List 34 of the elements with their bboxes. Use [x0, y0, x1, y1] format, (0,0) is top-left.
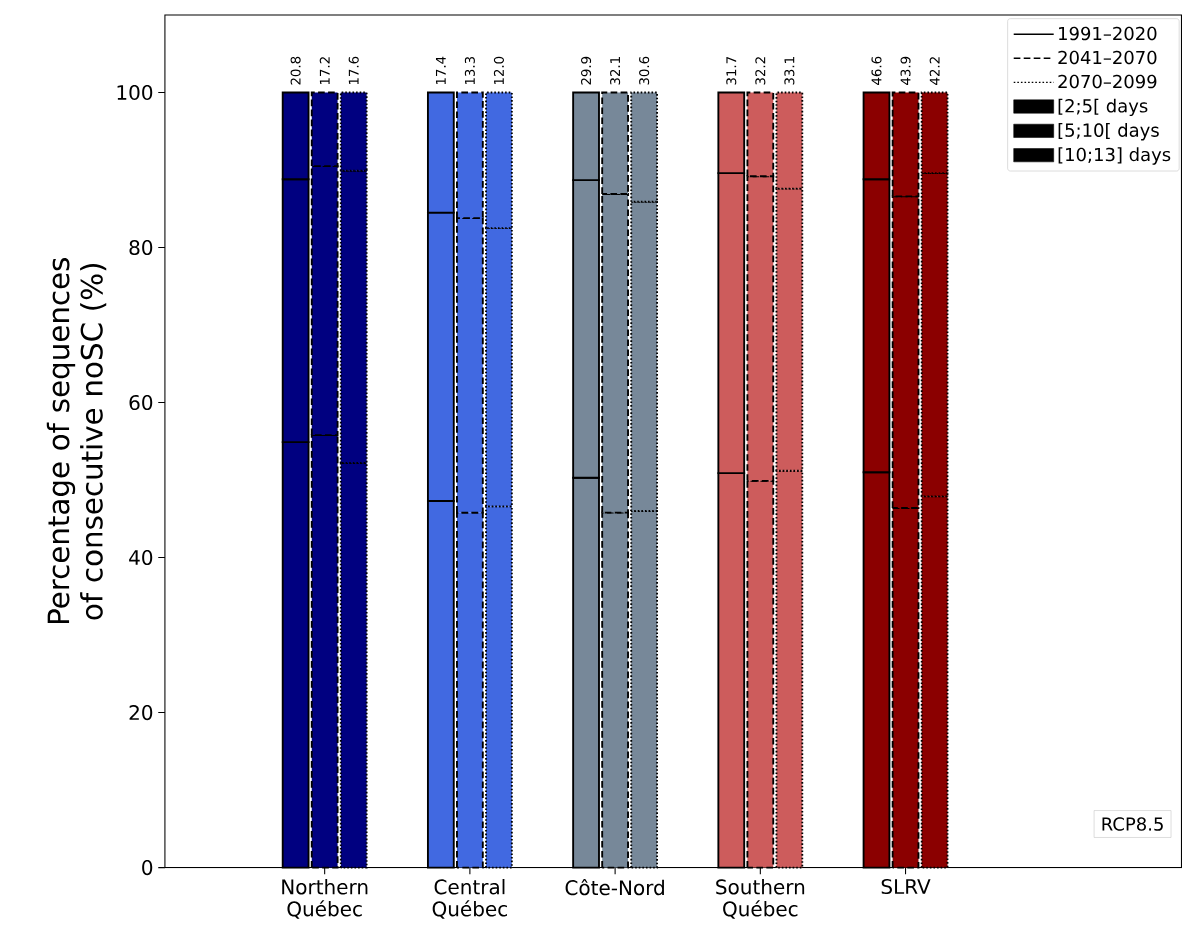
x-tick-label: Northern Québec — [282, 879, 368, 919]
annotation: 33.1 — [784, 57, 795, 85]
annotation: [2;5[ days — [1058, 98, 1148, 117]
annotation: 29.9 — [581, 57, 592, 85]
annotation: 46.6 — [871, 56, 882, 86]
y-tick-label: 80 — [129, 240, 153, 256]
x-tick-label: Côte-Nord — [565, 879, 664, 896]
y-tick-label: 100 — [117, 85, 153, 101]
annotation: 32.1 — [610, 57, 621, 85]
annotation: 17.2 — [319, 57, 330, 85]
annotation: 20.8 — [290, 57, 301, 85]
annotation: 13.3 — [464, 57, 475, 85]
y-tick-label: 20 — [129, 705, 153, 721]
annotation: [5;10[ days — [1058, 123, 1159, 141]
x-tick-label: SLRV — [881, 879, 931, 895]
legend-label: 1991–2020 — [1059, 26, 1157, 41]
annotation: 17.6 — [348, 56, 359, 85]
legend-label: 2041–2070 — [1058, 50, 1157, 65]
x-tick-label: Central Québec — [432, 879, 507, 919]
annotation: 17.4 — [435, 56, 446, 85]
y-tick-label: 40 — [129, 550, 153, 566]
y-axis-title: Percentage of sequences of consecutive noSC (%) — [46, 258, 107, 624]
annotation: 30.6 — [639, 56, 650, 85]
annotation: 12.0 — [493, 56, 504, 85]
annotation: 32.2 — [755, 57, 766, 85]
annotation: 42.2 — [929, 57, 940, 86]
y-tick-label: 0 — [142, 860, 153, 876]
annotation: 31.7 — [726, 57, 737, 85]
y-tick-label: 60 — [129, 395, 153, 411]
legend-label: 2070–2099 — [1058, 74, 1157, 89]
annotation: [10;13] days — [1058, 147, 1171, 165]
annotation: 43.9 — [900, 57, 911, 86]
x-tick-label: Southern Québec — [716, 879, 805, 919]
annotation: RCP8.5 — [1102, 817, 1163, 832]
